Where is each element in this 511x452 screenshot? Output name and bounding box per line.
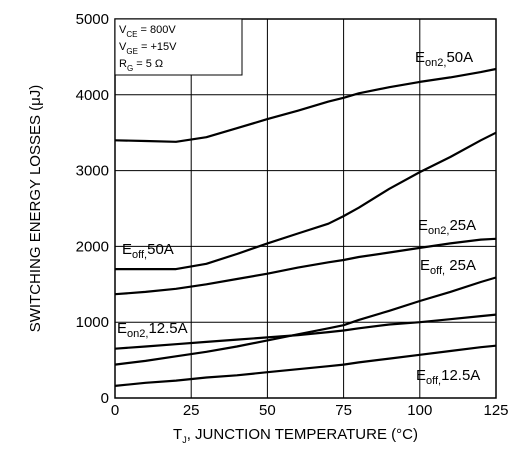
x-tick-label: 0 [111,402,119,419]
y-tick-label: 5000 [76,11,109,28]
series-label-eoff-50: Eoff,50A [122,241,174,261]
condition-ce: VCE = 800V [119,24,176,39]
y-tick-label: 4000 [76,87,109,104]
y-tick-label: 2000 [76,238,109,255]
series-line-eon2-50 [114,67,497,143]
series-label-eoff-12: Eoff,12.5A [416,367,480,387]
y-axis-title: SWITCHING ENERGY LOSSES (μJ) [27,85,44,333]
x-tick-label: 100 [407,402,432,419]
series-line-eon2-12 [114,313,497,350]
condition-g: RG = 5 Ω [119,58,163,73]
series-label-eon2-12: Eon2,12.5A [117,320,188,340]
tick-labels: 0 25 50 75 100 125 0 1000 2000 3000 4000 5000 [76,11,509,419]
curve-labels: Eon2,50A Eoff,50A Eon2,25A Eoff, 25A Eon2,12… [117,49,480,387]
y-tick-label: 0 [101,390,109,407]
series-label-eon2-25: Eon2,25A [418,217,476,237]
x-tick-label: 25 [183,402,200,419]
y-tick-label: 1000 [76,314,109,331]
series-label-eon2-50: Eon2,50A [415,49,473,69]
conditions-legend: VCE = 800V VGE = +15V RG = 5 Ω [114,18,243,76]
condition-ge: VGE = +15V [119,41,177,56]
x-tick-label: 125 [483,402,508,419]
series-line-eoff-50 [115,131,497,271]
curves [114,67,497,387]
conditions-box [114,18,243,76]
series-line-eon2-25 [114,237,497,296]
x-tick-label: 75 [335,402,352,419]
grid [115,19,496,398]
series-label-eoff-25: Eoff, 25A [420,257,476,277]
y-tick-label: 3000 [76,163,109,180]
x-axis-title: TJ, JUNCTION TEMPERATURE (°C) [173,426,418,445]
plot-frame [114,18,497,399]
series-line-eoff-25 [114,276,497,366]
x-tick-label: 50 [259,402,276,419]
series-line-eoff-12 [114,344,497,387]
